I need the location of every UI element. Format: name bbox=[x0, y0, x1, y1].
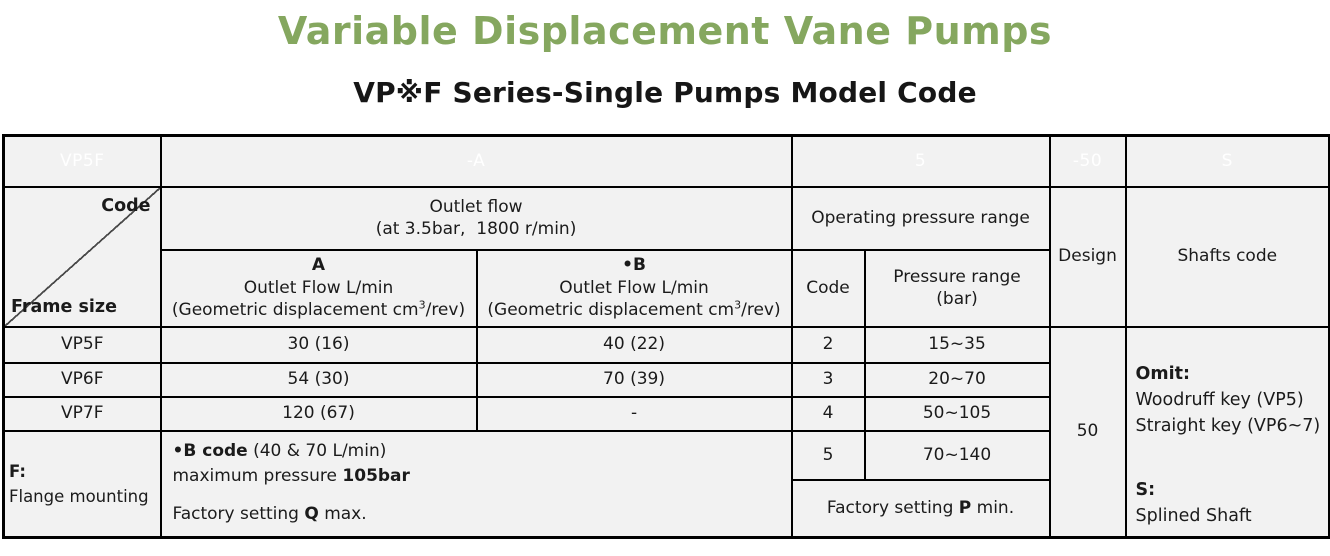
outlet-a-subheader-cell: A Outlet Flow L/min (Geometric displacem… bbox=[159, 248, 478, 328]
model-code-pressure-cell: 5 bbox=[790, 134, 1051, 188]
outlet-b-geometric-label: (Geometric displacement cm3/rev) bbox=[487, 298, 781, 321]
table-row: VP5F 30 (16) 40 (22) 2 15~35 50 Omit: Wo… bbox=[2, 325, 1330, 538]
factory-setting-p-cell: Factory setting P min. bbox=[790, 478, 1051, 539]
header-row-2: A Outlet Flow L/min (Geometric displacem… bbox=[4, 248, 1330, 328]
mounting-content: F: Flange mounting bbox=[6, 459, 159, 509]
pressure-range-subheader-cell: Pressure range (bar) bbox=[863, 248, 1051, 328]
superscript-3: 3 bbox=[734, 298, 742, 312]
outlet-flow-header-cell: Outlet flow (at 3.5bar, 1800 r/min) bbox=[159, 185, 793, 251]
pressure-range-cell: 70~140 bbox=[863, 429, 1051, 481]
outlet-b-subheader-cell: •B Outlet Flow L/min (Geometric displace… bbox=[475, 248, 793, 328]
shafts-s-label: S: bbox=[1135, 479, 1156, 500]
shafts-detail-cell: Omit: Woodruff key (VP5) Straight key (V… bbox=[1124, 325, 1330, 538]
flow-b-cell: 40 (22) bbox=[475, 325, 793, 364]
frame-size-cell: VP6F bbox=[2, 361, 162, 398]
pressure-range-cell: 15~35 bbox=[863, 325, 1051, 364]
shafts-omit-line2: Straight key (VP6~7) bbox=[1135, 415, 1321, 436]
outlet-flow-title: Outlet flow bbox=[429, 196, 523, 217]
header-row-1: Code Frame size Outlet flow (at 3.5bar, … bbox=[2, 185, 1330, 328]
page-title: Variable Displacement Vane Pumps bbox=[277, 9, 1053, 53]
model-code-shaft-cell: S bbox=[1124, 134, 1330, 188]
flow-b-cell: 70 (39) bbox=[475, 361, 793, 398]
b-code-line: •B code (40 & 70 L/min) bbox=[172, 440, 387, 461]
model-code-design-cell: -50 bbox=[1048, 134, 1127, 188]
shafts-s-line: Splined Shaft bbox=[1135, 505, 1252, 526]
design-value-cell: 50 bbox=[1048, 325, 1127, 538]
model-code-band: VP5F -A 5 -50 S bbox=[2, 134, 1330, 188]
pressure-code-subheader-cell: Code bbox=[790, 248, 866, 328]
pressure-code-cell: 4 bbox=[790, 395, 866, 432]
pressure-range-label-line2: (bar) bbox=[936, 289, 978, 309]
table-row: F: Flange mounting •B code (40 & 70 L/mi… bbox=[2, 429, 1330, 538]
flow-a-cell: 54 (30) bbox=[159, 361, 478, 398]
corner-frame-size-label: Frame size bbox=[11, 297, 117, 318]
shafts-omit-line1: Woodruff key (VP5) bbox=[1135, 389, 1304, 410]
shafts-detail-content: Omit: Woodruff key (VP5) Straight key (V… bbox=[1128, 335, 1328, 529]
pressure-range-cell: 50~105 bbox=[863, 395, 1051, 432]
table-row: VP7F 120 (67) - 4 50~105 bbox=[2, 395, 1330, 432]
pressure-range-label-line1: Pressure range bbox=[893, 266, 1021, 287]
outlet-a-geometric-label: (Geometric displacement cm3/rev) bbox=[171, 298, 466, 321]
frame-size-cell: VP5F bbox=[2, 325, 162, 364]
mounting-desc: Flange mounting bbox=[9, 486, 149, 506]
corner-code-label: Code bbox=[101, 195, 151, 216]
model-code-flow-cell: -A bbox=[159, 134, 793, 188]
model-code-table: VP5F -A 5 -50 S Code Frame size Outlet f… bbox=[2, 134, 1330, 539]
factory-setting-q-line: Factory setting Q max. bbox=[172, 503, 367, 524]
outlet-b-code: •B bbox=[622, 255, 646, 276]
table-row: Factory setting P min. bbox=[4, 478, 1330, 539]
flow-a-cell: 120 (67) bbox=[159, 395, 478, 432]
b-code-note-content: •B code (40 & 70 L/min) maximum pressure… bbox=[163, 432, 790, 535]
b-code-note-cell: •B code (40 & 70 L/min) maximum pressure… bbox=[159, 429, 793, 538]
flow-a-cell: 30 (16) bbox=[159, 325, 478, 364]
mounting-cell: F: Flange mounting bbox=[2, 429, 162, 538]
flow-b-cell: - bbox=[475, 395, 793, 432]
frame-size-cell: VP7F bbox=[2, 395, 162, 432]
outlet-a-code: A bbox=[311, 255, 326, 276]
corner-cell: Code Frame size bbox=[2, 185, 162, 328]
corner-diagonal-line: Code Frame size bbox=[5, 188, 159, 325]
superscript-3: 3 bbox=[418, 298, 426, 312]
shafts-code-header-cell: Shafts code bbox=[1124, 185, 1330, 328]
pressure-code-cell: 5 bbox=[790, 429, 866, 481]
model-code-frame-cell: VP5F bbox=[2, 134, 162, 188]
page-subtitle: VP※F Series-Single Pumps Model Code bbox=[353, 76, 977, 109]
shafts-omit-label: Omit: bbox=[1135, 363, 1191, 384]
design-header-cell: Design bbox=[1048, 185, 1127, 328]
table-row: VP6F 54 (30) 70 (39) 3 20~70 bbox=[2, 361, 1330, 398]
pressure-range-cell: 20~70 bbox=[863, 361, 1051, 398]
outlet-flow-conditions: (at 3.5bar, 1800 r/min) bbox=[375, 219, 577, 239]
pressure-code-cell: 3 bbox=[790, 361, 866, 398]
outlet-b-flow-label: Outlet Flow L/min bbox=[559, 277, 709, 298]
max-pressure-line: maximum pressure 105bar bbox=[172, 465, 410, 486]
mounting-label: F: bbox=[9, 461, 26, 481]
outlet-a-flow-label: Outlet Flow L/min bbox=[243, 277, 394, 298]
operating-pressure-header-cell: Operating pressure range bbox=[790, 185, 1051, 251]
pressure-code-cell: 2 bbox=[790, 325, 866, 364]
